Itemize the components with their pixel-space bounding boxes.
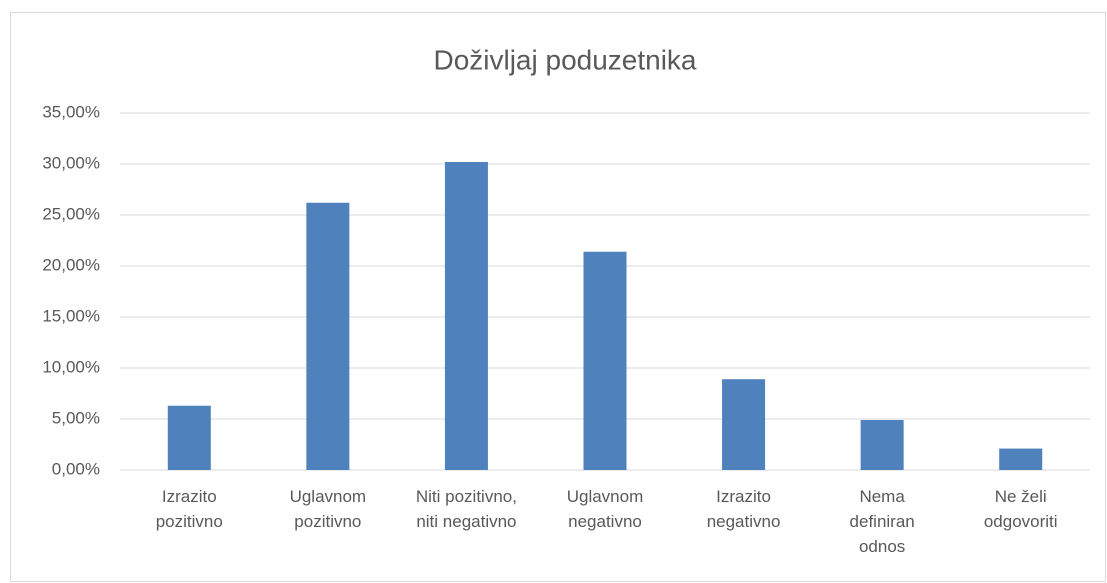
- bar: [999, 448, 1043, 470]
- chart-border: [10, 12, 1106, 582]
- x-tick-label: Izrazito pozitivno: [155, 487, 223, 531]
- x-tick-label: Ne želi odgovoriti: [983, 487, 1058, 531]
- bar: [306, 202, 350, 470]
- y-tick-label: 20,00%: [42, 255, 100, 274]
- x-tick-label: Uglavnom pozitivno: [289, 487, 367, 531]
- y-tick-label: 15,00%: [42, 306, 100, 325]
- x-tick-label: Uglavnom negativno: [566, 487, 644, 531]
- x-tick-label: Nema definiran odnos: [849, 487, 915, 556]
- y-tick-label: 30,00%: [42, 153, 100, 172]
- y-tick-label: 35,00%: [42, 102, 100, 121]
- bar: [583, 251, 627, 470]
- bar: [722, 379, 766, 470]
- y-tick-label: 10,00%: [42, 357, 100, 376]
- y-tick-label: 5,00%: [52, 408, 100, 427]
- bar: [860, 420, 904, 470]
- y-tick-label: 0,00%: [52, 459, 100, 478]
- x-tick-label: Izrazito negativno: [706, 487, 781, 531]
- chart-title: Doživljaj poduzetnika: [433, 44, 696, 75]
- bar: [444, 161, 488, 470]
- y-tick-label: 25,00%: [42, 204, 100, 223]
- bar: [167, 405, 211, 470]
- x-tick-label: Niti pozitivno, niti negativno: [415, 487, 517, 531]
